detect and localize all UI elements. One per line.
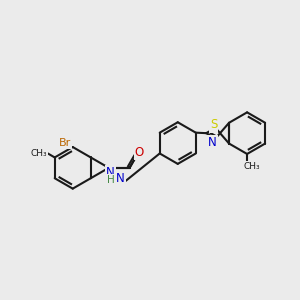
Text: S: S bbox=[210, 118, 217, 131]
Text: CH₃: CH₃ bbox=[31, 148, 47, 158]
Text: H: H bbox=[107, 175, 115, 185]
Text: N: N bbox=[208, 136, 217, 149]
Text: Br: Br bbox=[59, 138, 71, 148]
Text: CH₃: CH₃ bbox=[244, 162, 260, 171]
Text: O: O bbox=[135, 146, 144, 159]
Text: N: N bbox=[106, 166, 115, 179]
Text: N: N bbox=[116, 172, 124, 185]
